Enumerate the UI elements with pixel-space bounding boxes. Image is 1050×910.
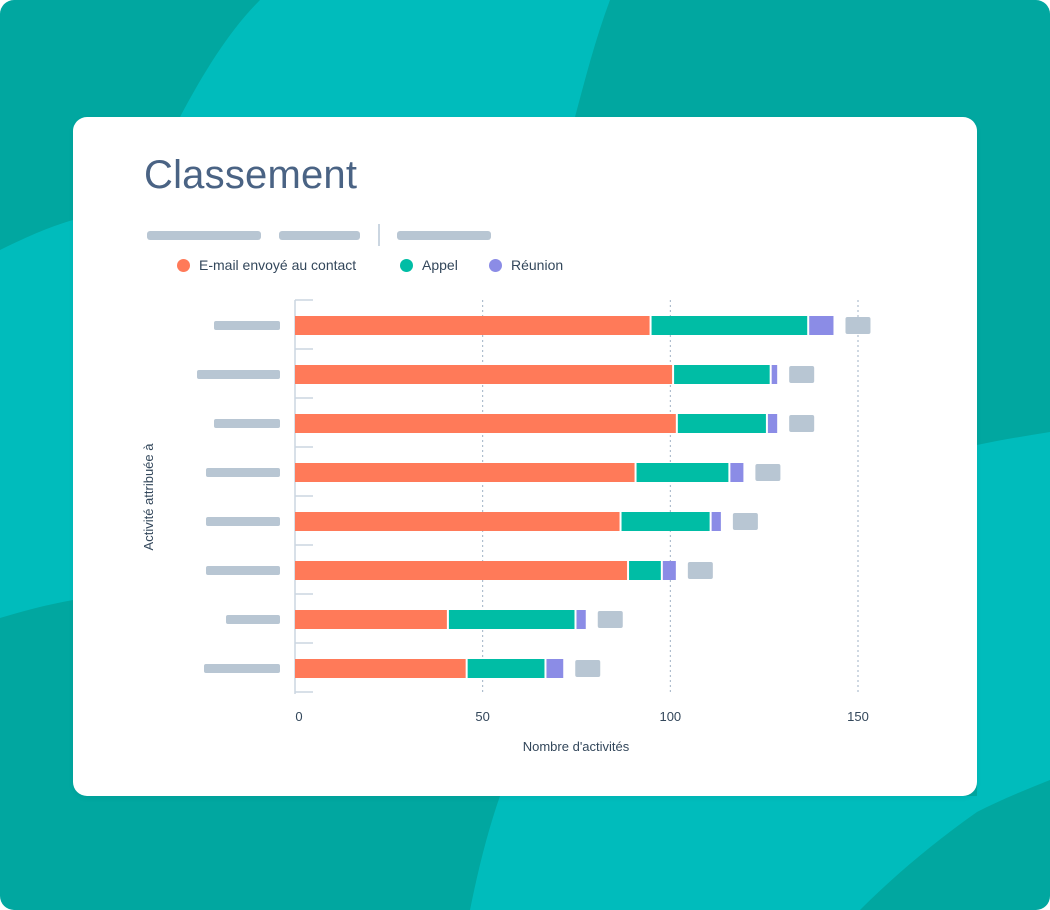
bar-reunion-row-7 xyxy=(576,610,586,629)
bar-appel-row-4 xyxy=(636,463,729,482)
total-label-placeholder-row-7 xyxy=(597,611,623,628)
bar-appel-row-7 xyxy=(448,610,575,629)
labels-layer: 0 50 100 150 xyxy=(197,321,869,724)
legend-item-appel: Appel xyxy=(400,257,458,273)
x-tick-label-50: 50 xyxy=(475,709,489,724)
total-label-placeholder-row-2 xyxy=(789,366,815,383)
y-category-label-placeholder-row-2 xyxy=(197,370,280,379)
bar-appel-row-5 xyxy=(621,512,710,531)
total-label-placeholder-row-4 xyxy=(755,464,781,481)
bar-email-row-5 xyxy=(295,512,620,531)
legend-label-email: E-mail envoyé au contact xyxy=(199,257,357,273)
filter-placeholder-3[interactable] xyxy=(397,231,491,240)
bar-reunion-row-5 xyxy=(711,512,721,531)
bar-email-row-8 xyxy=(295,659,466,678)
filter-placeholder-1[interactable] xyxy=(147,231,261,240)
x-tick-label-100: 100 xyxy=(659,709,681,724)
bar-reunion-row-8 xyxy=(546,659,564,678)
filter-placeholder-2[interactable] xyxy=(279,231,360,240)
bg-light-shape-top xyxy=(180,0,610,117)
bar-reunion-row-4 xyxy=(730,463,744,482)
legend-dot-reunion xyxy=(489,258,502,272)
y-category-label-placeholder-row-7 xyxy=(226,615,280,624)
total-label-placeholder-row-5 xyxy=(732,513,758,530)
bar-email-row-6 xyxy=(295,561,628,580)
bar-reunion-row-2 xyxy=(771,365,778,384)
bars-layer xyxy=(295,316,871,678)
total-label-placeholder-row-8 xyxy=(575,660,601,677)
y-category-label-placeholder-row-1 xyxy=(214,321,280,330)
legend-dot-email xyxy=(177,258,190,272)
x-tick-label-0: 0 xyxy=(295,709,302,724)
bar-appel-row-2 xyxy=(674,365,770,384)
legend-label-reunion: Réunion xyxy=(511,257,564,273)
y-category-label-placeholder-row-3 xyxy=(214,419,280,428)
bar-appel-row-3 xyxy=(677,414,766,433)
x-tick-label-150: 150 xyxy=(847,709,869,724)
y-category-label-placeholder-row-6 xyxy=(206,566,280,575)
legend-item-email: E-mail envoyé au contact xyxy=(177,257,356,273)
total-label-placeholder-row-6 xyxy=(687,562,713,579)
filter-divider xyxy=(378,224,380,246)
chart-title: Classement xyxy=(144,153,358,197)
bg-light-shape-right xyxy=(977,432,1050,812)
total-label-placeholder-row-1 xyxy=(845,317,871,334)
bg-light-shape-bottom xyxy=(470,796,977,910)
bar-appel-row-6 xyxy=(629,561,661,580)
legend-label-appel: Appel xyxy=(422,257,458,273)
bar-email-row-1 xyxy=(295,316,650,335)
axis-layer xyxy=(294,299,313,694)
bar-email-row-7 xyxy=(295,610,447,629)
legend-item-reunion: Réunion xyxy=(489,257,563,273)
bar-email-row-2 xyxy=(295,365,673,384)
chart-card: Classement E-mail envoyé au contact Appe… xyxy=(73,117,977,796)
x-axis-title: Nombre d'activités xyxy=(523,739,630,754)
bar-reunion-row-6 xyxy=(662,561,676,580)
bar-email-row-3 xyxy=(295,414,676,433)
y-axis-title: Activité attribuée à xyxy=(141,443,156,551)
bar-chart: 0 50 100 150 Nombre d'activités Activité at… xyxy=(141,299,871,754)
y-category-label-placeholder-row-8 xyxy=(204,664,280,673)
bg-light-shape-left xyxy=(0,220,73,618)
total-label-placeholder-row-3 xyxy=(789,415,815,432)
y-category-label-placeholder-row-4 xyxy=(206,468,280,477)
bar-email-row-4 xyxy=(295,463,635,482)
legend-dot-appel xyxy=(400,258,413,272)
bar-appel-row-8 xyxy=(467,659,545,678)
grid-layer xyxy=(482,300,859,694)
bar-reunion-row-1 xyxy=(809,316,834,335)
bar-reunion-row-3 xyxy=(767,414,778,433)
y-category-label-placeholder-row-5 xyxy=(206,517,280,526)
bar-appel-row-1 xyxy=(651,316,808,335)
